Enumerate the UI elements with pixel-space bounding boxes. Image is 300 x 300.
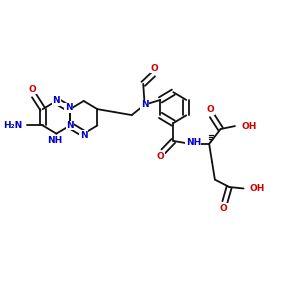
Text: H₂N: H₂N [3,121,23,130]
Text: O: O [207,105,214,114]
Text: N: N [52,97,60,106]
Text: N: N [65,103,72,112]
Text: OH: OH [241,122,256,130]
Text: N: N [80,130,88,140]
Text: O: O [157,152,164,161]
Text: O: O [29,85,37,94]
Text: NH: NH [186,138,201,147]
Text: O: O [151,64,159,73]
Text: OH: OH [250,184,265,193]
Text: NH: NH [47,136,63,145]
Text: N: N [66,121,74,130]
Text: N: N [141,100,148,109]
Text: O: O [220,204,227,213]
